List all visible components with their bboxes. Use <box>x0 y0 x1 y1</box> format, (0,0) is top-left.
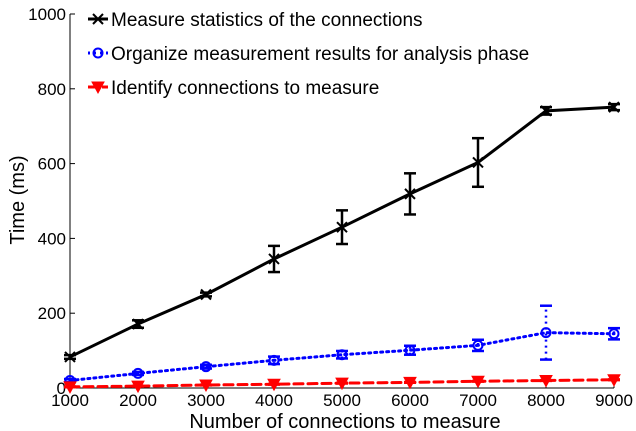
data-point <box>268 354 280 366</box>
legend-item: Identify connections to measure <box>88 78 379 99</box>
y-tick-label: 600 <box>38 155 66 174</box>
marker-stroke <box>92 13 104 25</box>
data-point <box>199 379 213 393</box>
x-tick-label: 9000 <box>595 391 633 410</box>
y-tick-label: 800 <box>38 80 66 99</box>
legend-marker <box>92 47 104 59</box>
data-point <box>540 327 552 339</box>
series-1 <box>64 101 620 363</box>
y-axis-label: Time (ms) <box>7 155 29 244</box>
data-point <box>267 378 281 392</box>
data-point <box>471 375 485 389</box>
marker-stroke <box>608 101 620 113</box>
x-tick-label: 2000 <box>119 391 157 410</box>
data-point <box>336 221 348 233</box>
x-tick-label: 3000 <box>187 391 225 410</box>
legend-label: Measure statistics of the connections <box>111 10 423 31</box>
legend-item: Organize measurement results for analysi… <box>88 44 529 65</box>
legend-label: Identify connections to measure <box>111 78 379 99</box>
data-point <box>404 344 416 356</box>
x-tick-label: 7000 <box>459 391 497 410</box>
data-point <box>608 101 620 113</box>
data-point <box>336 349 348 361</box>
y-tick-label: 400 <box>38 229 66 248</box>
data-point <box>540 105 552 117</box>
legend-marker <box>92 13 104 25</box>
data-point <box>132 367 144 379</box>
data-point <box>472 156 484 169</box>
x-tick-label: 1000 <box>51 391 89 410</box>
data-point <box>608 328 620 340</box>
marker-stroke <box>64 351 76 363</box>
marker-stroke <box>472 156 484 169</box>
series-line <box>68 331 616 383</box>
series-layer <box>63 101 621 394</box>
marker-stroke <box>404 188 416 200</box>
data-point <box>268 253 280 265</box>
data-point <box>404 188 416 200</box>
data-point <box>335 377 349 391</box>
legend: Measure statistics of the connections Org… <box>88 10 529 99</box>
marker-stroke <box>200 288 212 301</box>
x-tick-label: 4000 <box>255 391 293 410</box>
y-tick-label: 0 <box>57 379 66 398</box>
x-axis-label: Number of connections to measure <box>189 411 500 431</box>
legend-label: Organize measurement results for analysi… <box>111 44 529 65</box>
data-point <box>200 361 212 373</box>
y-tick-label: 1000 <box>28 5 66 24</box>
data-point <box>131 380 145 394</box>
axes: 1000 2000 3000 4000 5000 6000 7000 8000 9000 0 200… <box>28 5 633 410</box>
y-tick-label: 200 <box>38 304 66 323</box>
legend-marker <box>91 81 105 95</box>
marker-stroke <box>268 253 280 265</box>
data-point <box>403 376 417 390</box>
data-point <box>132 318 144 330</box>
legend-item: Measure statistics of the connections <box>88 10 423 31</box>
series-2 <box>64 304 620 387</box>
data-point <box>607 374 621 387</box>
marker-stroke <box>336 221 348 233</box>
x-tick-label: 8000 <box>527 391 565 410</box>
data-point <box>472 339 484 351</box>
x-tick-label: 6000 <box>391 391 429 410</box>
data-point <box>63 381 77 394</box>
marker-stroke <box>132 318 144 330</box>
data-point <box>64 351 76 363</box>
data-point <box>200 288 212 301</box>
data-point <box>539 375 553 388</box>
series-3 <box>63 374 621 394</box>
x-tick-label: 5000 <box>323 391 361 410</box>
error-bar <box>540 304 552 361</box>
marker-stroke <box>540 105 552 117</box>
